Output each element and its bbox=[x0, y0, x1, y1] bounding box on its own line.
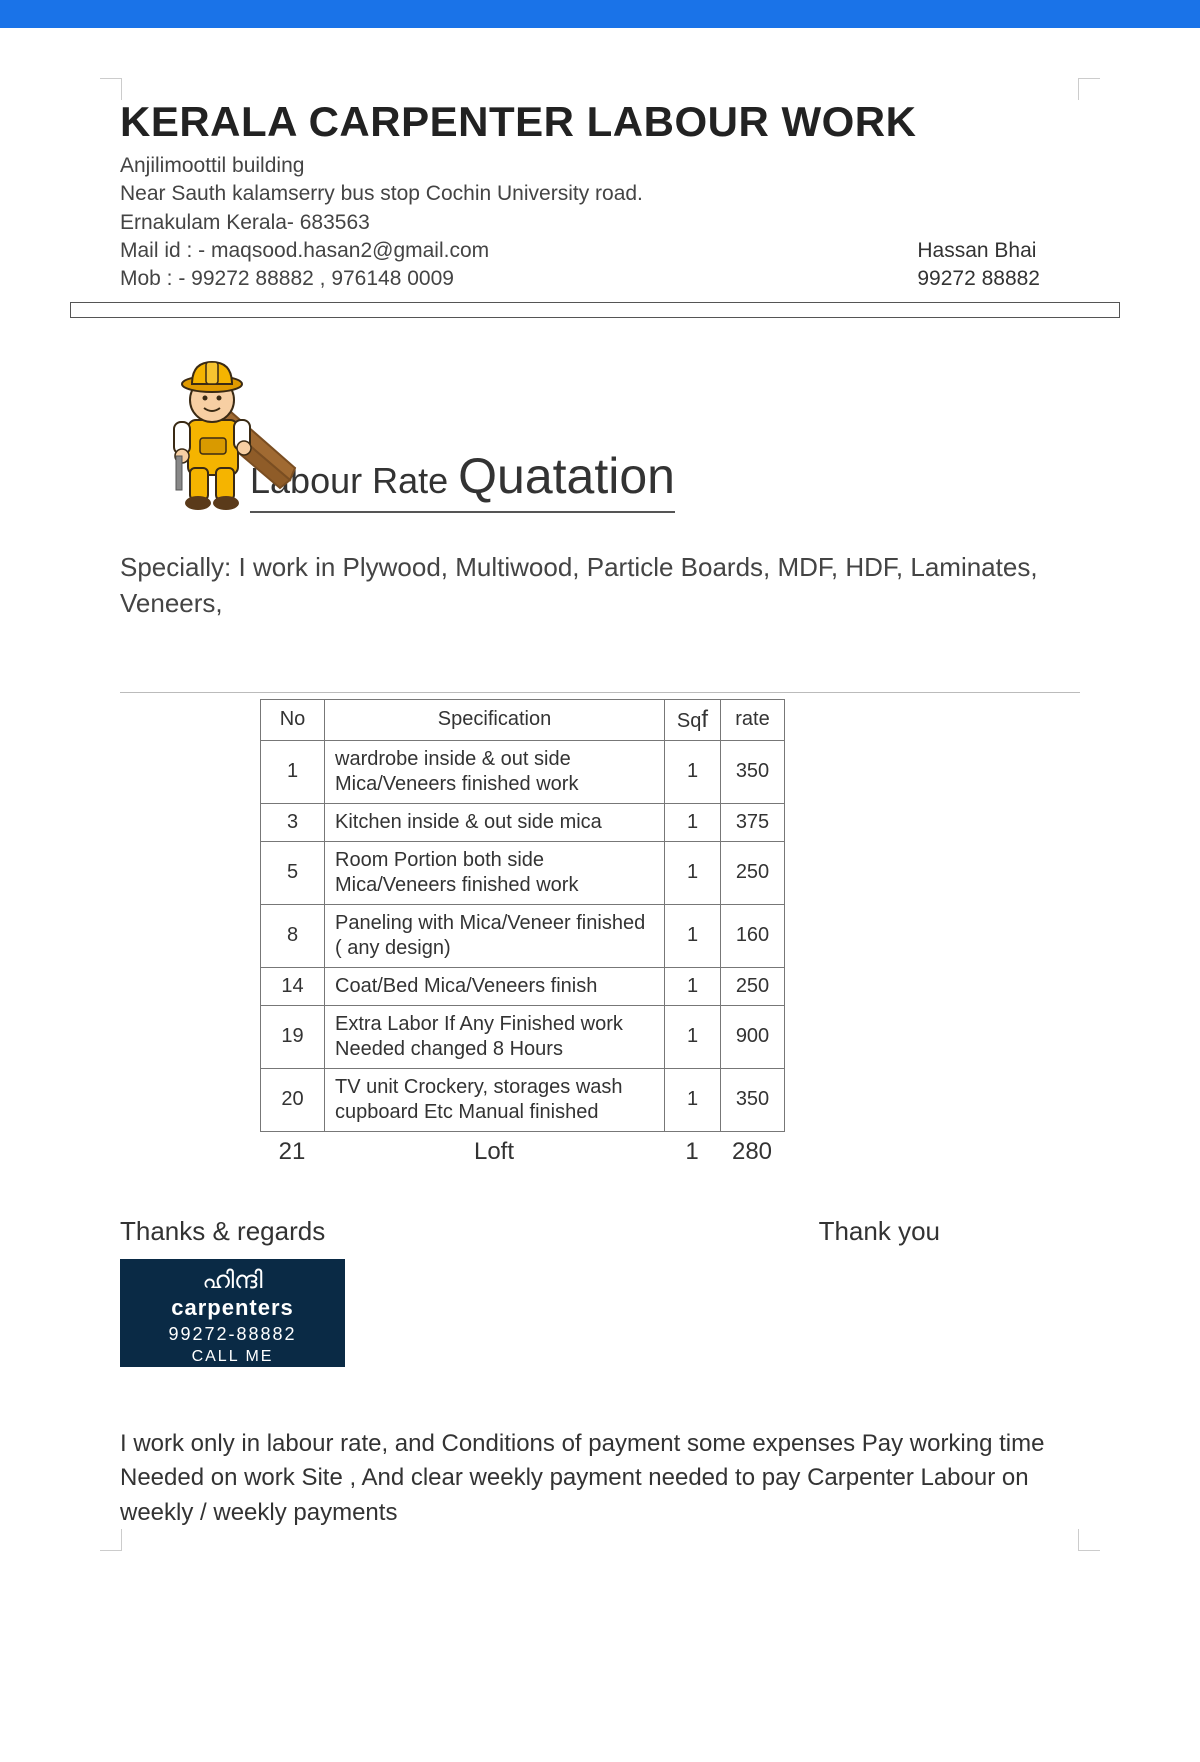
cell-rate: 900 bbox=[721, 1005, 785, 1068]
cell-spec: TV unit Crockery, storages wash cupboard… bbox=[325, 1068, 665, 1131]
business-card: ഹിന്ദി carpenters 99272-88882 CALL ME bbox=[120, 1259, 345, 1367]
table-extra-row: 21 Loft 1 280 bbox=[260, 1132, 1080, 1166]
cell-no: 20 bbox=[261, 1068, 325, 1131]
crop-mark-icon bbox=[100, 78, 122, 100]
crop-mark-icon bbox=[100, 1529, 122, 1551]
table-row: 14Coat/Bed Mica/Veneers finish1250 bbox=[261, 967, 785, 1005]
cell-sqf: 1 bbox=[665, 1068, 721, 1131]
cell-rate: 350 bbox=[721, 1068, 785, 1131]
cell-spec: Paneling with Mica/Veneer finished ( any… bbox=[325, 904, 665, 967]
contact-name: Hassan Bhai bbox=[917, 237, 1040, 265]
cell-rate: 250 bbox=[721, 967, 785, 1005]
address-line: Ernakulam Kerala- 683563 bbox=[120, 209, 1080, 237]
address-line: Near Sauth kalamserry bus stop Cochin Un… bbox=[120, 180, 1080, 208]
thanks-row: Thanks & regards Thank you bbox=[120, 1216, 1080, 1247]
cell-sqf: 1 bbox=[665, 803, 721, 841]
specialty-text: Specially: I work in Plywood, Multiwood,… bbox=[120, 549, 1080, 622]
col-header-rate: rate bbox=[721, 699, 785, 740]
crop-mark-icon bbox=[1078, 1529, 1100, 1551]
cell-sqf: 1 bbox=[665, 967, 721, 1005]
cell-rate: 350 bbox=[721, 740, 785, 803]
table-row: 1wardrobe inside & out side Mica/Veneers… bbox=[261, 740, 785, 803]
cell-spec: Extra Labor If Any Finished work Needed … bbox=[325, 1005, 665, 1068]
browser-top-bar bbox=[0, 0, 1200, 28]
card-line-phone: 99272-88882 bbox=[124, 1324, 341, 1346]
cell-no: 5 bbox=[261, 841, 325, 904]
col-header-sqf: Sqf bbox=[665, 699, 721, 740]
table-row: 5Room Portion both side Mica/Veneers fin… bbox=[261, 841, 785, 904]
cell-rate: 280 bbox=[720, 1138, 784, 1166]
mail-line: Mail id : - maqsood.hasan2@gmail.com bbox=[120, 237, 489, 265]
cell-sqf: 1 bbox=[665, 740, 721, 803]
cell-no: 3 bbox=[261, 803, 325, 841]
address-block: Anjilimoottil building Near Sauth kalams… bbox=[120, 152, 1080, 294]
cell-no: 21 bbox=[260, 1138, 324, 1166]
mobile-line: Mob : - 99272 88882 , 976148 0009 bbox=[120, 265, 489, 293]
cell-sqf: 1 bbox=[665, 841, 721, 904]
cell-sqf: 1 bbox=[664, 1138, 720, 1166]
cell-sqf: 1 bbox=[665, 904, 721, 967]
crop-mark-icon bbox=[1078, 78, 1100, 100]
col-header-spec: Specification bbox=[325, 699, 665, 740]
cell-spec: Room Portion both side Mica/Veneers fini… bbox=[325, 841, 665, 904]
company-title: KERALA CARPENTER LABOUR WORK bbox=[120, 98, 1080, 146]
cell-rate: 160 bbox=[721, 904, 785, 967]
cell-no: 19 bbox=[261, 1005, 325, 1068]
table-header-row: No Specification Sqf rate bbox=[261, 699, 785, 740]
card-line-carpenters: carpenters bbox=[124, 1295, 341, 1321]
table-row: 20TV unit Crockery, storages wash cupboa… bbox=[261, 1068, 785, 1131]
contact-left: Mail id : - maqsood.hasan2@gmail.com Mob… bbox=[120, 237, 489, 294]
footer-note: I work only in labour rate, and Conditio… bbox=[120, 1427, 1080, 1531]
cell-sqf: 1 bbox=[665, 1005, 721, 1068]
contact-phone: 99272 88882 bbox=[917, 265, 1040, 293]
card-line-callme: CALL ME bbox=[124, 1347, 341, 1366]
table-row: 3Kitchen inside & out side mica1375 bbox=[261, 803, 785, 841]
document-page: KERALA CARPENTER LABOUR WORK Anjilimoott… bbox=[0, 28, 1200, 1591]
table-row: 19Extra Labor If Any Finished work Neede… bbox=[261, 1005, 785, 1068]
quotation-heading-row: Labour Rate Quatation bbox=[120, 348, 1080, 513]
table-row: 8Paneling with Mica/Veneer finished ( an… bbox=[261, 904, 785, 967]
cell-no: 8 bbox=[261, 904, 325, 967]
thanks-right: Thank you bbox=[819, 1216, 1080, 1247]
divider-box bbox=[70, 302, 1120, 318]
carpenter-icon bbox=[120, 348, 300, 513]
cell-rate: 250 bbox=[721, 841, 785, 904]
rate-table-wrap: No Specification Sqf rate 1wardrobe insi… bbox=[120, 692, 1080, 1166]
quotation-title-main: Quatation bbox=[458, 448, 675, 504]
cell-spec: Kitchen inside & out side mica bbox=[325, 803, 665, 841]
cell-spec: Loft bbox=[324, 1138, 664, 1166]
card-line-malayalam: ഹിന്ദി bbox=[124, 1267, 341, 1296]
cell-spec: wardrobe inside & out side Mica/Veneers … bbox=[325, 740, 665, 803]
cell-no: 1 bbox=[261, 740, 325, 803]
rate-table: No Specification Sqf rate 1wardrobe insi… bbox=[260, 699, 785, 1132]
cell-no: 14 bbox=[261, 967, 325, 1005]
address-line: Anjilimoottil building bbox=[120, 152, 1080, 180]
cell-rate: 375 bbox=[721, 803, 785, 841]
cell-spec: Coat/Bed Mica/Veneers finish bbox=[325, 967, 665, 1005]
contact-right: Hassan Bhai 99272 88882 bbox=[917, 237, 1080, 294]
quotation-title: Labour Rate Quatation bbox=[250, 447, 675, 513]
col-header-no: No bbox=[261, 699, 325, 740]
thanks-left: Thanks & regards bbox=[120, 1216, 325, 1247]
